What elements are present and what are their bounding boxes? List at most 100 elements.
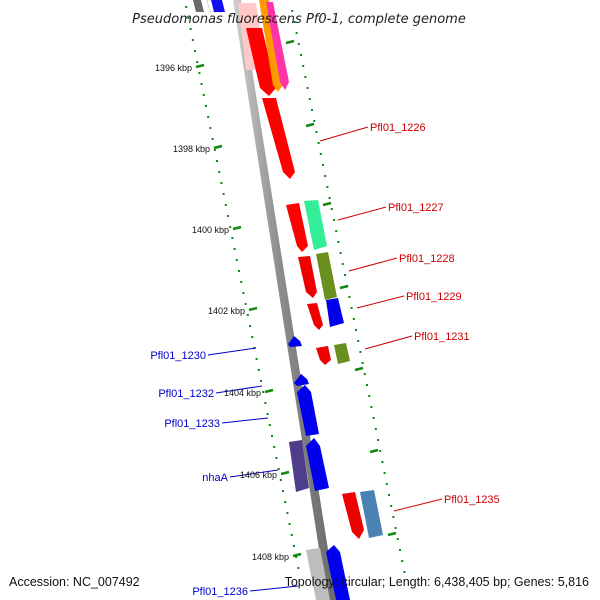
gene-label[interactable]: Pfl01_1228 <box>399 253 455 265</box>
tick-dot <box>306 87 309 89</box>
tick-dot <box>277 468 280 470</box>
gene-arrow[interactable] <box>306 438 329 491</box>
gene-arrow[interactable] <box>297 385 319 436</box>
gene-arrow[interactable] <box>316 252 337 300</box>
label-leader-line <box>348 257 398 272</box>
tick-label: 1400 kbp <box>192 225 229 235</box>
gene-label[interactable]: Pfl01_1229 <box>406 291 462 303</box>
gene-arrow[interactable] <box>262 98 295 179</box>
gene-arrow[interactable] <box>289 440 309 492</box>
gene-arrow[interactable] <box>304 200 327 250</box>
tick-dot <box>344 274 346 276</box>
tick-dot <box>224 204 227 206</box>
tick-dash <box>322 201 332 207</box>
gene-label[interactable]: Pfl01_1231 <box>414 331 470 343</box>
tick-label: 1398 kbp <box>173 144 210 154</box>
gene-arrow[interactable] <box>360 490 383 538</box>
tick-dot <box>304 76 307 78</box>
label-leader-line <box>249 585 299 592</box>
tick-dot <box>293 21 296 23</box>
label-leader-line <box>215 385 263 394</box>
tick-dot <box>366 384 368 386</box>
tick-label: 1396 kbp <box>155 63 192 73</box>
tick-dot <box>390 505 393 507</box>
tick-dot <box>381 461 384 463</box>
tick-label: 1406 kbp <box>240 470 277 480</box>
tick-dot <box>198 72 201 74</box>
tick-dot <box>370 406 373 408</box>
label-leader-line <box>207 347 257 356</box>
tick-dot <box>328 197 331 199</box>
gene-arrow[interactable] <box>294 374 309 386</box>
tick-dot <box>189 28 192 30</box>
gene-arrow[interactable] <box>342 492 364 539</box>
tick-dot <box>313 120 316 122</box>
gene-arrow[interactable] <box>326 298 344 327</box>
gene-arrow[interactable] <box>259 0 283 92</box>
tick-dot <box>403 571 406 573</box>
gene-label[interactable]: Pfl01_1232 <box>158 388 214 400</box>
topology-text: Topology: circular; Length: 6,438,405 bp… <box>285 575 589 589</box>
gene-label[interactable]: Pfl01_1230 <box>150 350 206 362</box>
gene-arrow[interactable] <box>307 303 323 330</box>
tick-dot <box>264 402 267 404</box>
tick-dot <box>326 186 329 188</box>
tick-dash <box>339 284 349 290</box>
tick-dash <box>354 366 364 372</box>
gene-arrow[interactable] <box>326 545 350 600</box>
tick-dash <box>292 552 302 558</box>
tick-dot <box>196 61 199 63</box>
tick-dot <box>401 560 404 562</box>
label-leader-line <box>356 295 405 309</box>
tick-dot <box>279 479 282 481</box>
tick-dot <box>260 380 262 382</box>
gene-arrow[interactable] <box>266 2 289 90</box>
gene-label[interactable]: Pfl01_1226 <box>370 122 426 134</box>
tick-dot <box>300 54 302 56</box>
gene-arrow[interactable] <box>288 336 302 347</box>
tick-dot <box>333 219 335 221</box>
tick-dot <box>297 43 300 45</box>
gene-arrow[interactable] <box>306 548 330 600</box>
label-leader-lines <box>207 126 443 592</box>
tick-dot <box>191 39 194 41</box>
tick-dot <box>361 362 364 364</box>
tick-label: 1404 kbp <box>224 388 261 398</box>
tick-dot <box>231 237 234 239</box>
tick-dot <box>238 270 240 272</box>
tick-dot <box>396 538 399 540</box>
tick-dot <box>383 472 386 474</box>
tick-dot <box>315 131 318 133</box>
tick-dot <box>257 369 260 371</box>
tick-dot <box>275 457 278 459</box>
tick-dot <box>385 483 388 485</box>
gene-label[interactable]: Pfl01_1236 <box>192 586 248 598</box>
label-leader-line <box>221 417 269 424</box>
gene-label[interactable]: Pfl01_1233 <box>164 418 220 430</box>
gene-arrow[interactable] <box>246 28 276 96</box>
gene-arrow[interactable] <box>334 343 350 364</box>
tick-dot <box>302 65 305 67</box>
forward-gene-labels: Pfl01_1226 Pfl01_1227 Pfl01_1228 Pfl01_1229… <box>370 122 500 506</box>
gene-label[interactable]: nhaA <box>202 472 228 484</box>
tick-dot <box>273 446 276 448</box>
gene-arrow[interactable] <box>211 0 225 12</box>
gene-label[interactable]: Pfl01_1235 <box>444 494 500 506</box>
tick-dot <box>216 160 218 162</box>
tick-dot <box>235 259 238 261</box>
tick-dot <box>357 340 360 342</box>
gene-arrow[interactable] <box>286 203 308 252</box>
tick-dot <box>377 439 379 441</box>
tick-dot <box>213 149 216 151</box>
label-leader-line <box>319 126 369 142</box>
gene-label[interactable]: Pfl01_1227 <box>388 202 444 214</box>
gene-arrow[interactable] <box>193 0 204 12</box>
tick-dot <box>368 395 371 397</box>
tick-dot <box>240 281 243 283</box>
gene-arrow[interactable] <box>298 256 317 298</box>
tick-dot <box>262 391 265 393</box>
tick-dot <box>350 307 353 309</box>
gene-arrow[interactable] <box>316 346 331 365</box>
label-leader-line <box>337 206 387 221</box>
